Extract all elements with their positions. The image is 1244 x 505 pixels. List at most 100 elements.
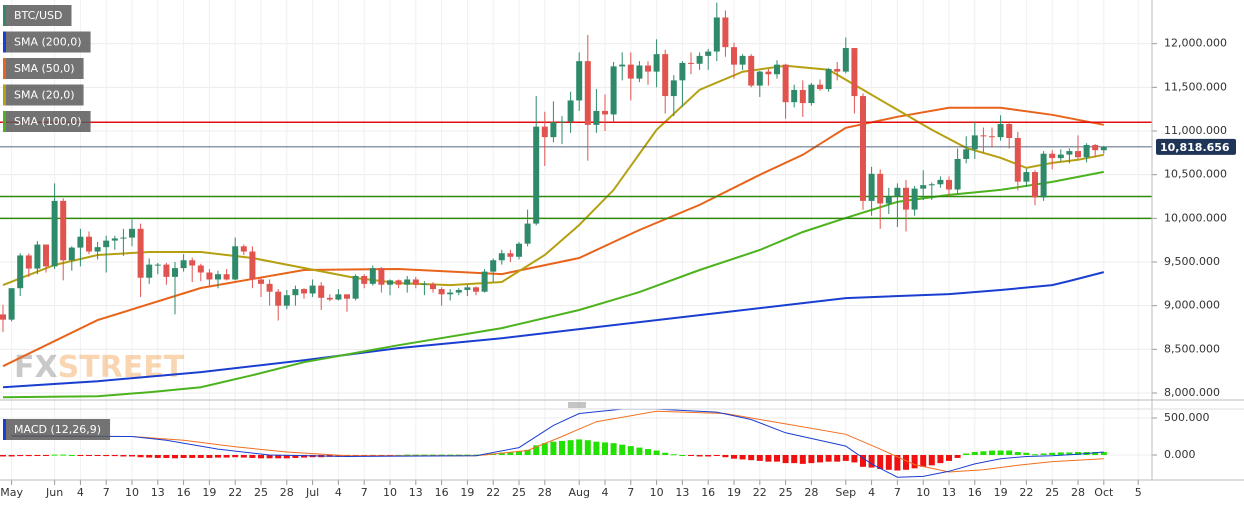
x-tick-label: 28	[280, 486, 294, 499]
histogram-bar	[301, 454, 307, 458]
x-tick-label: 13	[151, 486, 165, 499]
last-price-box	[1156, 138, 1236, 155]
candle-body	[1023, 172, 1030, 182]
candle-body	[860, 96, 866, 201]
x-tick-label: 28	[538, 486, 552, 499]
histogram-bar	[447, 454, 454, 456]
candle-body	[817, 84, 823, 90]
candle-body	[232, 246, 239, 280]
candle-body	[309, 285, 316, 294]
panel-handle[interactable]	[568, 402, 586, 408]
histogram-bar	[653, 450, 660, 455]
x-tick-label: May	[0, 486, 23, 499]
x-tick-label: 22	[1019, 486, 1033, 499]
histogram-bar	[223, 454, 230, 458]
y-tick-label: 9,000.000	[1164, 299, 1220, 312]
x-tick-label: 10	[383, 486, 397, 499]
candle-body	[344, 294, 350, 299]
candle-body	[739, 55, 746, 65]
candle-body	[189, 260, 196, 266]
x-tick-label: 13	[409, 486, 423, 499]
x-tick-label: 13	[675, 486, 689, 499]
x-tick-label: 10	[916, 486, 930, 499]
candle-body	[851, 48, 858, 97]
histogram-bar	[533, 445, 540, 455]
candle-body	[963, 149, 970, 159]
y-tick-label: 500.000	[1164, 411, 1210, 424]
candle-body	[782, 64, 789, 103]
macd-line	[11, 408, 1104, 478]
candle-body	[507, 253, 514, 257]
histogram-bar	[602, 442, 608, 455]
candle-body	[688, 62, 694, 64]
histogram-bar	[1066, 452, 1073, 455]
legend-label: SMA (200,0)	[14, 36, 82, 49]
histogram-bar	[722, 454, 729, 458]
x-tick-label: 22	[486, 486, 500, 499]
histogram-bar	[507, 452, 514, 455]
histogram-bar	[1040, 453, 1047, 455]
histogram-bar	[137, 454, 144, 458]
histogram-bar	[584, 440, 591, 455]
histogram-bar	[232, 454, 239, 458]
histogram-bar	[920, 454, 927, 467]
histogram-bar	[283, 454, 290, 459]
candle-body	[885, 196, 892, 204]
watermark: FXSTREET	[14, 350, 185, 385]
candle-body	[928, 184, 935, 186]
histogram-bar	[154, 454, 161, 458]
x-tick-label: 13	[942, 486, 956, 499]
sma-line	[2, 106, 1104, 368]
watermark-fx: FX	[14, 350, 58, 385]
x-tick-label: 7	[103, 486, 110, 499]
histogram-bar	[25, 454, 32, 457]
candle-body	[163, 264, 170, 277]
candle-body	[275, 291, 282, 306]
histogram-bar	[825, 454, 832, 462]
candle-body	[997, 124, 1004, 138]
histogram-bar	[163, 454, 170, 458]
histogram-bar	[610, 443, 617, 455]
candle-body	[335, 294, 342, 300]
histogram-bar	[180, 454, 187, 458]
candle-body	[206, 272, 213, 280]
x-tick-label: 4	[602, 486, 609, 499]
candle-body	[567, 100, 574, 122]
histogram-bar	[189, 454, 196, 458]
candle-body	[464, 287, 471, 290]
y-tick-label: 11,000.000	[1164, 124, 1227, 137]
y-tick-label: 11,500.000	[1164, 80, 1227, 93]
histogram-bar	[1075, 452, 1081, 455]
legend-box	[3, 111, 91, 132]
candle-body	[576, 61, 583, 101]
candle-body	[705, 51, 712, 56]
candle-body	[481, 271, 488, 292]
candle-body	[653, 54, 660, 72]
histogram-bar	[275, 454, 282, 459]
legend-box	[3, 419, 111, 440]
histogram-bar	[43, 454, 49, 456]
x-tick-label: Sep	[835, 486, 856, 499]
candle-body	[756, 71, 763, 86]
candle-body	[1092, 144, 1099, 151]
signal-line	[11, 410, 1104, 473]
candle-body	[283, 295, 290, 306]
legend: BTC/USD SMA (200,0) SMA (50,0) SMA (20,0) SM…	[3, 5, 111, 440]
histogram-bar	[51, 454, 58, 456]
x-tick-label: 25	[512, 486, 526, 499]
histogram-bar	[567, 440, 574, 455]
histogram-bar	[670, 454, 677, 456]
candle-body	[387, 280, 393, 285]
candle-body	[774, 64, 780, 75]
x-tick-label: 22	[753, 486, 767, 499]
histogram-bar	[1049, 452, 1056, 455]
histogram-bar	[842, 454, 849, 461]
legend-label: SMA (100,0)	[14, 115, 82, 128]
candle-body	[980, 135, 987, 137]
candle-body	[8, 288, 15, 320]
x-tick-label: 7	[627, 486, 634, 499]
histogram-bar	[455, 454, 462, 456]
x-tick-label: 25	[779, 486, 793, 499]
histogram-bar	[817, 454, 823, 463]
y-tick-label: 8,000.000	[1164, 386, 1220, 399]
